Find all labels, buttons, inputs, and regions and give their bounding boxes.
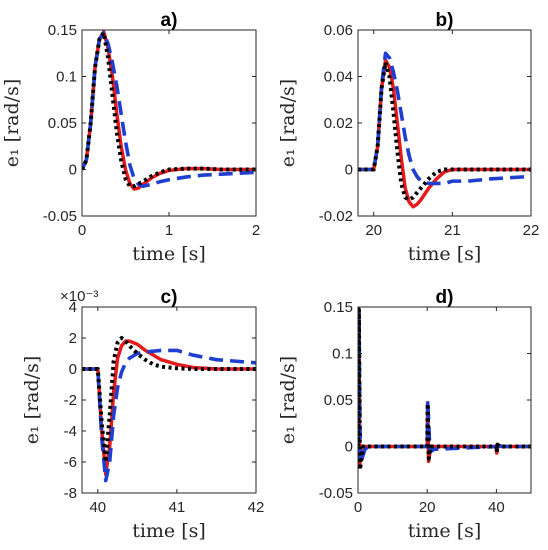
- subplot-title: b): [436, 10, 454, 31]
- x-tick-label: 0: [78, 222, 86, 239]
- y-axis-label: e₁ [rad/s]: [21, 356, 43, 444]
- x-tick-label: 20: [419, 499, 436, 516]
- subplot-title: d): [436, 287, 454, 308]
- y-tick-label: -0.05: [319, 485, 353, 502]
- series-line-dashed: [82, 30, 256, 189]
- subplot-b: 20 21 22 -0.02 0 0.02 0.04 0.06 b) time [s] e₁ [ra…: [277, 10, 539, 265]
- subplot-title: c): [161, 287, 178, 308]
- y-tick-label: -4: [64, 423, 77, 440]
- x-tick-label: 22: [523, 222, 540, 239]
- series-line-dotted: [82, 30, 256, 189]
- x-tick-label: 40: [488, 499, 505, 516]
- y-tick-label: -2: [64, 392, 77, 409]
- x-axis-label: time [s]: [408, 243, 482, 265]
- subplot-c: 40 41 42 -8 -6 -4 -2 0 2 4×10⁻³ c) time [s] e₁ [rad/…: [21, 287, 264, 542]
- x-tick-label: 0: [354, 499, 362, 516]
- x-tick-label: 40: [89, 499, 106, 516]
- y-axis-label: e₁ [rad/s]: [277, 356, 299, 444]
- y-tick-label: 0.15: [324, 299, 353, 316]
- y-tick-label: -6: [64, 454, 77, 471]
- plot-area: [358, 307, 531, 493]
- y-tick-label: 0.06: [324, 22, 353, 39]
- y-tick-label: 4: [69, 299, 77, 316]
- x-axis-label: time [s]: [132, 243, 206, 265]
- y-tick-label: 0: [345, 162, 353, 179]
- x-axis-label: time [s]: [408, 520, 482, 542]
- x-tick-label: 20: [365, 222, 382, 239]
- y-tick-label: -0.02: [319, 208, 353, 225]
- x-tick-label: 21: [444, 222, 461, 239]
- series-line-dashed: [82, 348, 256, 483]
- y-tick-label: -8: [64, 485, 77, 502]
- x-tick-label: 42: [248, 499, 265, 516]
- series-line-dotted: [82, 336, 256, 464]
- y-tick-label: -0.05: [43, 208, 77, 225]
- y-tick-label: 0: [345, 439, 353, 456]
- y-tick-label: 2: [69, 330, 77, 347]
- y-tick-label: 0.04: [324, 69, 353, 86]
- y-tick-label: 0.15: [48, 22, 77, 39]
- y-tick-label: 0.1: [332, 346, 353, 363]
- series-line-dotted: [358, 60, 531, 202]
- y-tick-label: 0.02: [324, 115, 353, 132]
- y-tick-label: 0: [69, 361, 77, 378]
- x-tick-label: 2: [252, 222, 260, 239]
- x-tick-label: 41: [169, 499, 186, 516]
- y-tick-label: 0.1: [56, 69, 77, 86]
- y-tick-label: 0.05: [324, 392, 353, 409]
- y-axis-label: e₁ [rad/s]: [277, 79, 299, 167]
- y-axis-label: e₁ [rad/s]: [1, 79, 23, 167]
- y-tick-label: 0: [69, 162, 77, 179]
- subplot-title: a): [161, 10, 178, 31]
- y-tick-label: 0.05: [48, 115, 77, 132]
- y-exponent-label: ×10⁻³: [60, 288, 98, 305]
- x-tick-label: 1: [165, 222, 173, 239]
- series-line-dotted: [358, 307, 531, 472]
- x-axis-label: time [s]: [132, 520, 206, 542]
